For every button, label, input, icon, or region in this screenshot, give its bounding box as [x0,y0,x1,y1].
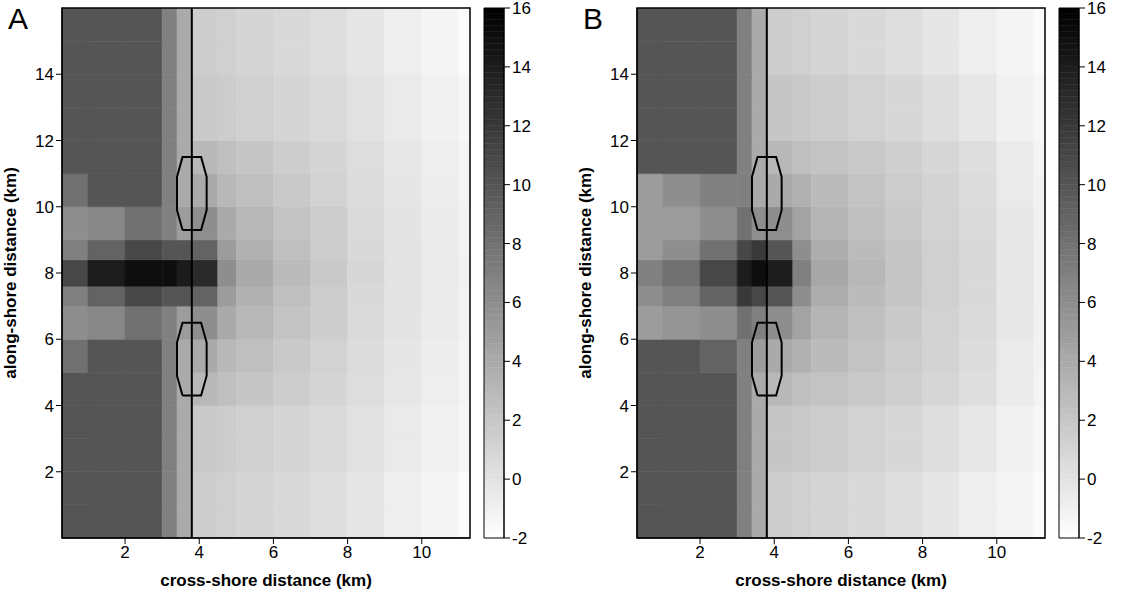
svg-text:12: 12 [512,117,531,136]
svg-text:cross-shore distance (km): cross-shore distance (km) [160,571,372,590]
svg-text:2: 2 [120,543,129,562]
svg-text:14: 14 [35,65,54,84]
svg-text:2: 2 [620,463,629,482]
svg-text:6: 6 [512,293,521,312]
svg-text:14: 14 [610,65,629,84]
svg-text:6: 6 [844,543,853,562]
svg-text:4: 4 [770,543,779,562]
svg-text:10: 10 [987,543,1006,562]
svg-text:along-shore distance (km): along-shore distance (km) [576,167,595,379]
svg-text:6: 6 [620,330,629,349]
svg-text:6: 6 [1087,293,1096,312]
svg-text:4: 4 [512,352,521,371]
svg-text:2: 2 [45,463,54,482]
svg-text:16: 16 [512,0,531,18]
svg-text:8: 8 [512,235,521,254]
svg-text:-2: -2 [1087,529,1102,548]
svg-text:4: 4 [195,543,204,562]
svg-text:16: 16 [1087,0,1106,18]
svg-text:2: 2 [1087,411,1096,430]
svg-text:6: 6 [45,330,54,349]
svg-text:12: 12 [35,132,54,151]
svg-text:14: 14 [1087,58,1106,77]
svg-text:4: 4 [620,397,629,416]
svg-text:8: 8 [343,543,352,562]
svg-text:10: 10 [610,198,629,217]
svg-text:0: 0 [512,470,521,489]
svg-text:10: 10 [412,543,431,562]
svg-text:10: 10 [1087,176,1106,195]
svg-text:2: 2 [695,543,704,562]
svg-text:4: 4 [1087,352,1096,371]
svg-text:8: 8 [918,543,927,562]
svg-text:12: 12 [610,132,629,151]
svg-text:8: 8 [45,264,54,283]
svg-text:10: 10 [512,176,531,195]
html-text:A: A [8,2,28,35]
html-text:B: B [583,2,603,35]
svg-text:0: 0 [1087,470,1096,489]
svg-text:12: 12 [1087,117,1106,136]
svg-text:4: 4 [45,397,54,416]
svg-text:14: 14 [512,58,531,77]
svg-text:2: 2 [512,411,521,430]
svg-text:10: 10 [35,198,54,217]
svg-text:6: 6 [269,543,278,562]
svg-text:along-shore distance (km): along-shore distance (km) [1,167,20,379]
svg-text:-2: -2 [512,529,527,548]
svg-text:8: 8 [620,264,629,283]
svg-text:8: 8 [1087,235,1096,254]
svg-text:cross-shore distance (km): cross-shore distance (km) [735,571,947,590]
